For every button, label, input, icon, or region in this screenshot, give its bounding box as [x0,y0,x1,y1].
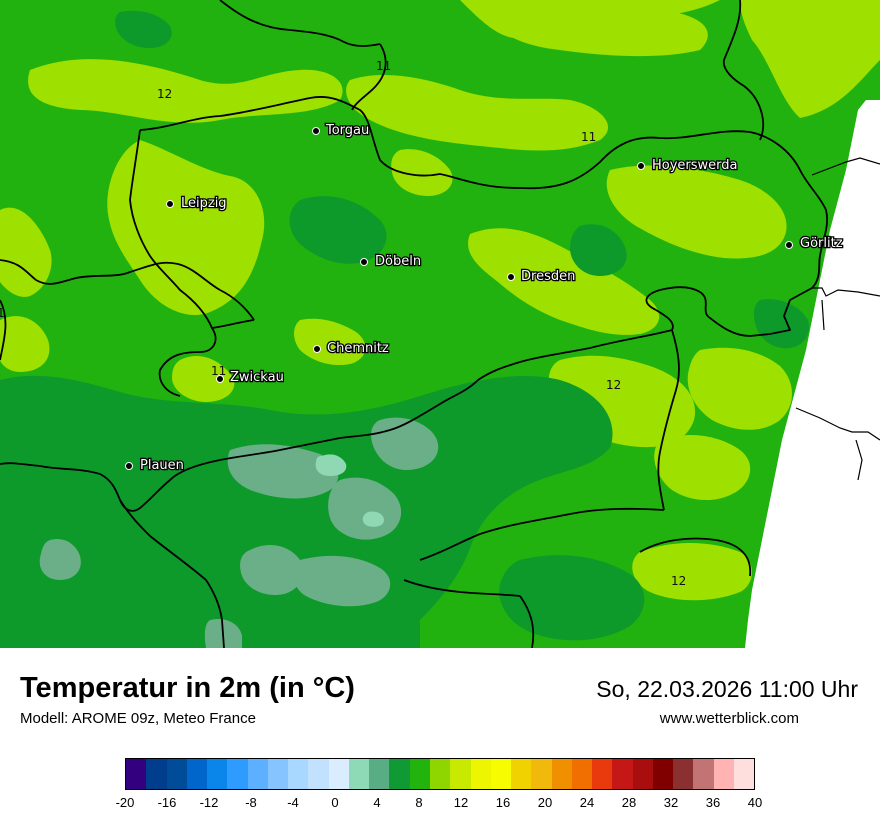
temperature-map[interactable]: 12 11 11 11 12 12 1 Torgau Hoyerswerda L… [0,0,880,648]
city-label-dresden: Dresden [521,269,575,284]
neighbor-borders [795,157,880,481]
state-borders [0,0,828,648]
legend-tick-label: 4 [373,795,381,810]
isoline-label-11: 11 [211,364,226,378]
city-label-hoyerswerda: Hoyerswerda [652,158,738,173]
legend-swatch [511,759,532,789]
cities: Torgau Hoyerswerda Leipzig Görlitz Döbel… [125,122,844,474]
legend-swatch [369,759,390,789]
legend-tick-label: -20 [115,795,135,810]
legend-swatch [308,759,329,789]
legend-tick-label: 40 [747,795,763,810]
legend-tick-label: 36 [705,795,721,810]
city-plauen[interactable]: Plauen [125,457,185,474]
city-dresden[interactable]: Dresden [507,268,577,285]
legend-swatch [227,759,248,789]
model-info: Modell: AROME 09z, Meteo France [20,710,256,727]
legend-tick-label: 12 [453,795,469,810]
legend-tick-label: 32 [663,795,679,810]
isoline-label-12: 12 [157,87,172,101]
temp-zone-4-6 [39,417,439,648]
isoline-labels: 12 11 11 11 12 12 1 [0,59,686,588]
map-title: Temperatur in 2m (in °C) [20,672,355,704]
legend-tick-label: 0 [331,795,339,810]
legend-swatch [186,759,208,789]
legend-swatch [429,759,451,789]
legend-swatch [389,759,410,789]
legend-tick-label: -16 [157,795,177,810]
legend-swatch [713,759,734,789]
legend-swatch [490,759,512,789]
legend-tick-label: 16 [495,795,511,810]
legend-swatch [348,759,370,789]
legend-swatch [551,759,572,789]
legend-swatch [612,759,633,789]
legend-swatch [673,759,694,789]
legend-swatch [409,759,430,789]
legend-swatch [470,759,491,789]
legend-swatch [328,759,349,789]
legend-swatch [166,759,187,789]
color-legend [125,758,755,790]
legend-swatch [632,759,653,789]
legend-swatch [267,759,289,789]
legend-tick-label: 24 [579,795,595,810]
legend-swatch [207,759,228,789]
legend-swatch [288,759,309,789]
city-goerlitz[interactable]: Görlitz [785,235,844,252]
temp-zone-10-12 [0,0,880,601]
legend-tick-label: 8 [415,795,423,810]
legend-swatch [450,759,471,789]
city-label-plauen: Plauen [140,458,184,473]
city-zwickau[interactable]: Zwickau [216,369,285,386]
city-label-doebeln: Döbeln [375,254,421,269]
isoline-label-11: 11 [376,59,391,73]
legend-tick-label: 28 [621,795,637,810]
legend-swatch [247,759,268,789]
city-label-chemnitz: Chemnitz [327,341,389,356]
isoline-label-11: 11 [581,130,596,144]
city-label-torgau: Torgau [325,123,369,138]
legend-swatch [592,759,613,789]
legend-tick-label: -8 [245,795,257,810]
legend-tick-label: -4 [287,795,299,810]
city-label-leipzig: Leipzig [181,196,227,211]
temp-zone-6-8 [0,10,810,648]
city-leipzig[interactable]: Leipzig [166,195,228,212]
city-doebeln[interactable]: Döbeln [360,253,422,270]
city-hoyerswerda[interactable]: Hoyerswerda [637,157,739,174]
legend-swatch [571,759,593,789]
legend-swatch [126,759,147,789]
website-link[interactable]: www.wetterblick.com [659,710,799,727]
legend-swatch [652,759,674,789]
temp-zone-2-4 [315,454,384,527]
legend-tick-label: -12 [199,795,219,810]
legend-swatch [693,759,714,789]
city-torgau[interactable]: Torgau [312,122,371,139]
isoline-label-12: 12 [671,574,686,588]
forecast-datetime: So, 22.03.2026 11:00 Uhr [596,676,858,702]
isoline-label-1: 1 [0,306,5,320]
city-label-zwickau: Zwickau [230,370,284,385]
legend-tick-label: 20 [537,795,553,810]
legend-ticks: -20 -16 -12 -8 -4 0 4 8 12 16 20 24 28 32 36 40 [116,795,763,815]
legend-swatch [146,759,167,789]
legend-swatch [733,759,755,789]
city-label-goerlitz: Görlitz [800,236,843,251]
isoline-label-12: 12 [606,378,621,392]
legend-swatch [531,759,552,789]
no-data-area [745,100,880,648]
city-chemnitz[interactable]: Chemnitz [313,340,390,357]
